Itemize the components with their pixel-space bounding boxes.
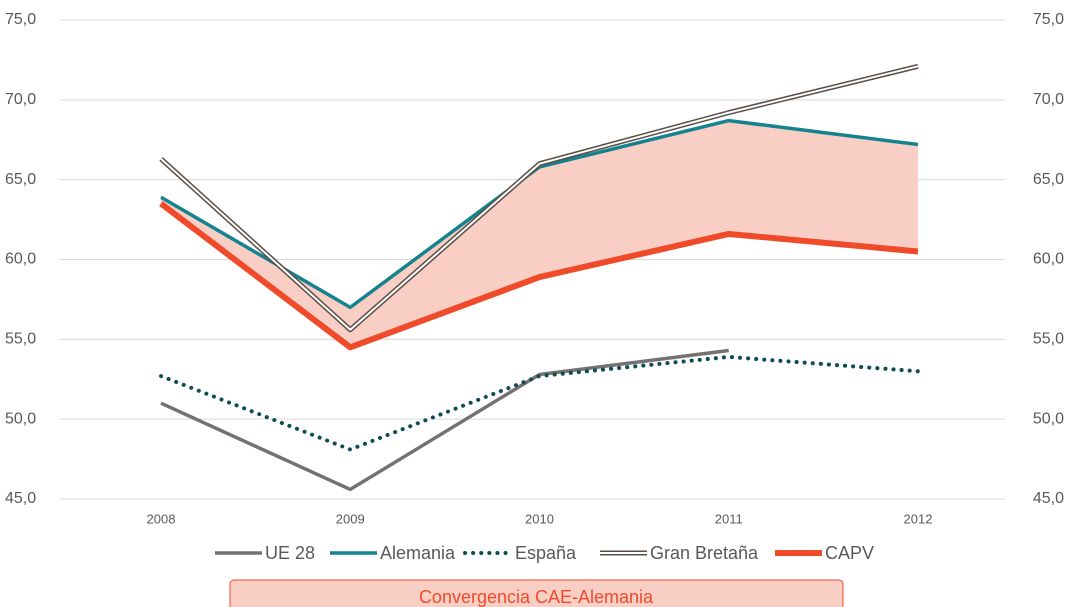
y-tick-label: 45,0	[5, 490, 36, 507]
area-legend-label: Convergencia CAE-Alemania	[419, 587, 654, 607]
y2-tick-label: 50,0	[1033, 410, 1064, 427]
convergence-area	[161, 120, 918, 348]
x-tick-label: 2011	[715, 511, 743, 526]
series-line-inner	[160, 65, 919, 331]
y2-tick-label: 75,0	[1033, 11, 1064, 28]
y2-tick-label: 65,0	[1033, 171, 1064, 188]
y-tick-label: 65,0	[5, 171, 36, 188]
y-tick-label: 50,0	[5, 410, 36, 427]
series-line	[159, 354, 920, 452]
series-line	[159, 201, 919, 351]
y-tick-label: 60,0	[5, 251, 36, 268]
legend-label: UE 28	[265, 543, 315, 563]
legend-label: España	[515, 543, 577, 563]
y2-tick-label: 45,0	[1033, 490, 1064, 507]
legend-label: Gran Bretaña	[650, 543, 759, 563]
y2-tick-label: 60,0	[1033, 251, 1064, 268]
x-tick-label: 2010	[525, 511, 554, 526]
y-tick-label: 55,0	[5, 331, 36, 348]
x-tick-label: 2012	[904, 511, 933, 526]
x-tick-label: 2008	[147, 511, 176, 526]
y2-tick-label: 55,0	[1033, 331, 1064, 348]
y-tick-label: 70,0	[5, 91, 36, 108]
x-tick-label: 2009	[336, 511, 365, 526]
legend-label: CAPV	[825, 543, 874, 563]
y2-tick-label: 70,0	[1033, 91, 1064, 108]
legend-label: Alemania	[380, 543, 456, 563]
series-line	[160, 348, 729, 492]
area-legend-box	[229, 579, 844, 607]
y-tick-label: 75,0	[5, 11, 36, 28]
